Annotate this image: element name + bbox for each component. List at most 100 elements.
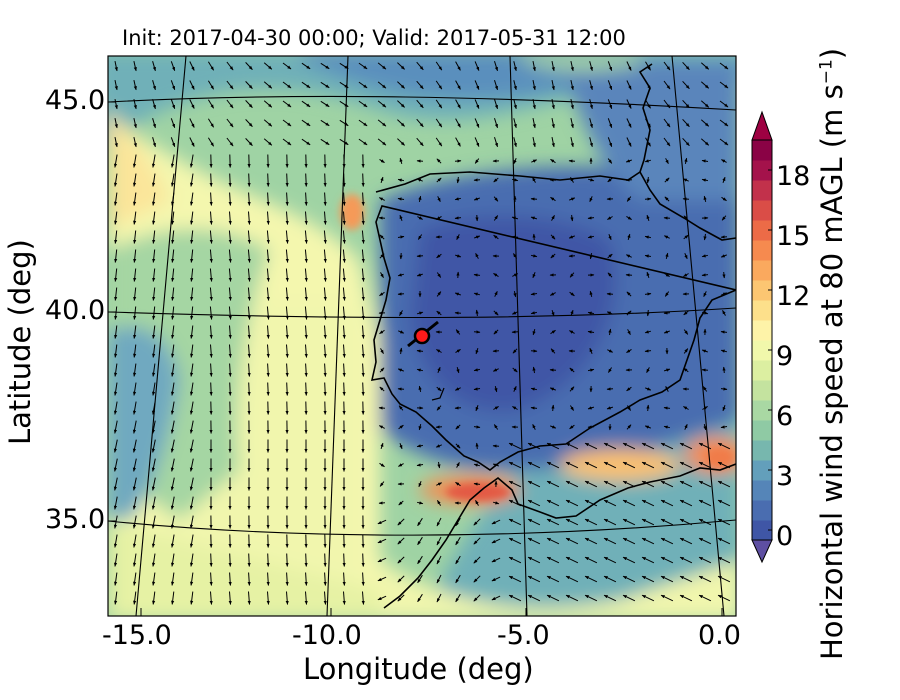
wind-vector bbox=[494, 99, 498, 110]
wind-vector bbox=[663, 61, 671, 71]
wind-vector bbox=[702, 406, 708, 410]
wind-vector bbox=[190, 344, 194, 358]
wind-vector bbox=[641, 461, 655, 469]
wind-vector bbox=[717, 556, 731, 564]
wind-vector bbox=[190, 211, 194, 225]
wind-vector bbox=[209, 344, 213, 358]
wind-vector bbox=[151, 496, 156, 510]
wind-vector bbox=[717, 442, 731, 450]
wind-vector bbox=[473, 556, 481, 564]
wind-vector bbox=[607, 118, 613, 129]
wind-vector bbox=[151, 154, 156, 168]
wind-vector bbox=[397, 178, 405, 182]
wind-vector bbox=[266, 553, 270, 567]
wind-vector bbox=[323, 173, 327, 187]
wind-vector bbox=[722, 405, 726, 412]
x-tick-label: 0.0 bbox=[698, 620, 741, 651]
wind-vector bbox=[304, 173, 308, 187]
wind-vector bbox=[622, 499, 636, 507]
wind-vector bbox=[171, 230, 175, 244]
wind-vector bbox=[266, 325, 270, 339]
wind-vector bbox=[565, 499, 579, 507]
wind-vector bbox=[719, 62, 729, 70]
wind-vector bbox=[527, 499, 541, 507]
wind-vector bbox=[532, 423, 536, 430]
wind-vector bbox=[627, 329, 631, 336]
wind-vector bbox=[717, 537, 731, 545]
wind-vector bbox=[475, 309, 479, 317]
wind-vector bbox=[209, 230, 213, 244]
wind-vector bbox=[171, 306, 175, 320]
wind-vector bbox=[209, 325, 213, 339]
wind-vector bbox=[266, 287, 270, 301]
wind-vector bbox=[698, 575, 712, 583]
wind-vector bbox=[720, 254, 727, 258]
wind-vector bbox=[379, 234, 385, 240]
wind-vector bbox=[189, 173, 194, 187]
wind-vector bbox=[285, 192, 289, 206]
wind-vector bbox=[550, 425, 557, 429]
wind-vector bbox=[436, 593, 442, 603]
wind-vector bbox=[587, 425, 595, 429]
wind-vector bbox=[532, 328, 536, 336]
wind-vector bbox=[717, 499, 731, 507]
wind-vector bbox=[361, 268, 365, 282]
wind-vector bbox=[513, 290, 517, 298]
wind-vector bbox=[207, 137, 215, 147]
wind-vector bbox=[682, 61, 690, 71]
wind-vector bbox=[132, 154, 137, 168]
wind-vector bbox=[550, 196, 556, 202]
wind-vector bbox=[455, 329, 461, 335]
wind-vector bbox=[133, 344, 137, 358]
wind-vector bbox=[641, 556, 655, 564]
wind-vector bbox=[209, 249, 213, 263]
wind-vector bbox=[587, 235, 595, 239]
wind-vector bbox=[455, 61, 461, 71]
wind-vector bbox=[133, 136, 137, 148]
wind-vector bbox=[361, 306, 365, 320]
wind-vector bbox=[474, 118, 480, 128]
wind-vector bbox=[722, 176, 726, 183]
wind-vector bbox=[641, 575, 655, 583]
wind-vector bbox=[171, 363, 175, 377]
wind-vector bbox=[304, 344, 308, 358]
wind-vector bbox=[565, 556, 579, 564]
wind-vector bbox=[209, 173, 213, 187]
wind-vector bbox=[512, 273, 519, 277]
wind-vector bbox=[323, 192, 327, 206]
wind-vector bbox=[228, 192, 232, 206]
wind-vector bbox=[513, 61, 517, 72]
wind-vector bbox=[245, 81, 253, 89]
wind-vector bbox=[473, 463, 481, 467]
wind-vector bbox=[358, 119, 368, 127]
wind-vector bbox=[189, 118, 195, 128]
wind-vector bbox=[361, 553, 365, 567]
wind-vector bbox=[513, 118, 517, 129]
wind-vector bbox=[323, 230, 327, 244]
wind-vector bbox=[622, 594, 636, 602]
wind-vector bbox=[379, 367, 385, 373]
wind-vector bbox=[660, 575, 674, 583]
wind-vector bbox=[285, 268, 289, 282]
wind-vector bbox=[721, 292, 728, 296]
wind-vector bbox=[493, 424, 499, 430]
wind-vector bbox=[683, 215, 689, 221]
wind-vector bbox=[282, 119, 292, 127]
wind-vector bbox=[626, 196, 632, 202]
wind-vector bbox=[133, 591, 137, 605]
wind-vector bbox=[701, 311, 709, 315]
wind-vector bbox=[473, 330, 481, 334]
wind-vector bbox=[565, 442, 579, 450]
wind-vector bbox=[454, 197, 462, 201]
wind-vector bbox=[190, 591, 194, 605]
wind-vector bbox=[342, 287, 346, 301]
wind-vector bbox=[698, 518, 712, 526]
wind-vector bbox=[702, 386, 708, 392]
wind-vector bbox=[569, 291, 575, 297]
wind-vector bbox=[133, 572, 137, 586]
wind-vector bbox=[397, 119, 405, 127]
wind-vector bbox=[209, 287, 213, 301]
wind-vector bbox=[114, 137, 118, 148]
wind-vector bbox=[551, 61, 555, 72]
wind-vector bbox=[282, 62, 292, 70]
